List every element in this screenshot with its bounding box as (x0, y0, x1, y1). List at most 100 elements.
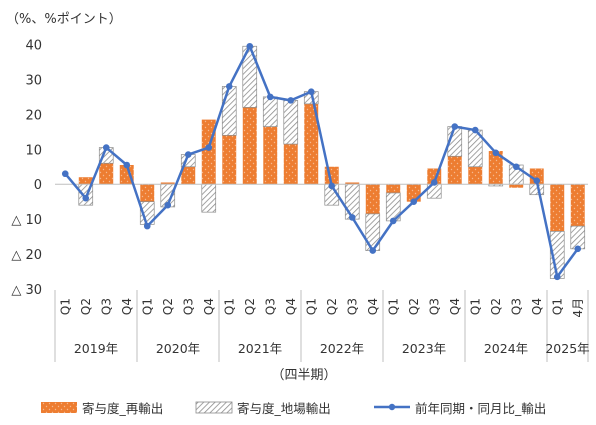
export-yoy-point (369, 247, 377, 254)
bar-reexport (468, 166, 483, 185)
export-yoy-point (61, 170, 69, 178)
bar-reexport (242, 107, 257, 185)
x-tick-label: Q3 (263, 298, 277, 315)
y-tick-label: △ 30 (11, 283, 42, 298)
x-tick-label: Q4 (202, 298, 216, 315)
bar-reexport (140, 184, 155, 202)
bar-reexport (119, 165, 134, 185)
export-yoy-point (553, 273, 561, 281)
year-label: 2024年 (484, 341, 528, 356)
year-label: 2025年 (545, 341, 589, 356)
x-tick-label: Q2 (161, 298, 175, 315)
export-yoy-point (389, 217, 397, 225)
x-tick-label: Q2 (325, 298, 339, 315)
bar-reexport (263, 126, 278, 185)
x-tick-label: Q1 (304, 298, 318, 315)
export-yoy-line (61, 42, 582, 281)
unit-label: （%、%ポイント） (6, 12, 122, 27)
export-yoy-point (102, 144, 110, 151)
bar-reexport (160, 182, 175, 185)
export-yoy-polyline (64, 44, 579, 279)
x-tick-label: Q1 (222, 298, 236, 315)
export-yoy-point (287, 97, 295, 104)
legend-swatch-reexport (41, 402, 77, 413)
export-yoy-point (164, 201, 172, 209)
x-tick-label: Q3 (181, 298, 195, 315)
bar-domestic-export (262, 96, 278, 127)
x-tick-label: Q4 (366, 298, 380, 315)
year-label: 2023年 (402, 341, 446, 356)
export-yoy-point (123, 161, 131, 169)
bar-domestic-export (201, 183, 217, 213)
export-yoy-point (205, 144, 213, 151)
x-tick-label: Q1 (140, 298, 154, 315)
export-yoy-point (533, 177, 541, 185)
export-yoy-point (266, 93, 274, 101)
bar-reexport (529, 168, 544, 185)
export-yoy-point (512, 163, 520, 171)
export-yoy-point (471, 126, 479, 134)
legend-label-domestic-export: 寄与度_地場輸出 (237, 401, 331, 416)
bar-reexport (304, 103, 319, 185)
year-label: 2022年 (320, 341, 364, 356)
x-tick-label: Q4 (284, 298, 298, 315)
export-yoy-point (82, 194, 90, 202)
y-tick-label: 30 (25, 73, 42, 88)
y-tick-label: △ 10 (11, 213, 42, 228)
bar-reexport (447, 156, 462, 185)
bar-reexport (283, 144, 298, 185)
export-yoy-point (328, 182, 336, 190)
legend-swatch-domestic-export (195, 401, 233, 414)
x-tick-label: Q4 (448, 298, 462, 315)
x-tick-label: 4月 (571, 298, 585, 318)
export-yoy-point (430, 179, 438, 186)
x-tick-label: Q2 (407, 298, 421, 315)
legend: 寄与度_再輸出 寄与度_地場輸出 前年同期・同月比_輸出 (41, 401, 546, 416)
legend-marker-export-yoy (388, 403, 396, 411)
year-label: 2021年 (238, 341, 282, 356)
y-tick-label: △ 20 (11, 248, 42, 263)
bar-reexport (488, 151, 503, 185)
bar-reexport (78, 177, 93, 185)
export-yoy-point (143, 222, 151, 230)
export-yoy-point (574, 245, 582, 253)
x-tick-label: Q3 (427, 298, 441, 315)
x-axis: Q1 Q2 Q3 Q4 Q1 Q2 Q3 Q4 Q1 Q2 Q3 Q4 Q1 Q2 Q3 Q4 Q1 Q2 Q3 Q4… (54, 290, 590, 362)
bar-reexport (386, 184, 401, 193)
x-tick-label: Q3 (345, 298, 359, 315)
bar-domestic-export (344, 183, 360, 220)
x-axis-label: （四半期） (271, 368, 336, 383)
bar-reexport (365, 184, 380, 214)
x-tick-label: Q4 (120, 298, 134, 315)
bar-reexport (550, 184, 565, 232)
bar-reexport (509, 184, 524, 188)
x-tick-label: Q3 (99, 298, 113, 315)
export-yoy-point (492, 149, 500, 157)
bar-domestic-export (283, 100, 299, 145)
y-tick-label: 10 (25, 143, 42, 158)
x-tick-label: Q2 (243, 298, 257, 315)
x-tick-label: Q3 (509, 298, 523, 315)
y-tick-label: 0 (34, 178, 42, 193)
bar-domestic-export (221, 86, 237, 136)
legend-label-export-yoy: 前年同期・同月比_輸出 (415, 401, 546, 416)
bar-reexport (345, 182, 360, 185)
export-yoy-point (225, 83, 233, 90)
x-tick-label: Q1 (550, 298, 564, 315)
bar-reexport (570, 184, 585, 227)
year-label: 2019年 (74, 341, 118, 356)
y-tick-label: 40 (25, 39, 42, 54)
x-tick-label: Q2 (489, 298, 503, 315)
bar-domestic-export (570, 225, 586, 250)
export-yoy-point (410, 198, 418, 205)
x-tick-label: Q1 (386, 298, 400, 315)
x-tick-label: Q1 (58, 298, 72, 315)
year-label: 2020年 (156, 341, 200, 356)
export-yoy-point (451, 123, 459, 130)
y-tick-label: 20 (25, 108, 42, 123)
x-tick-label: Q1 (468, 298, 482, 315)
y-axis-ticks: 40 30 20 10 0 △ 10 △ 20 △ 30 (11, 39, 42, 299)
bar-reexport (181, 166, 196, 185)
export-yoy-point (246, 42, 254, 50)
